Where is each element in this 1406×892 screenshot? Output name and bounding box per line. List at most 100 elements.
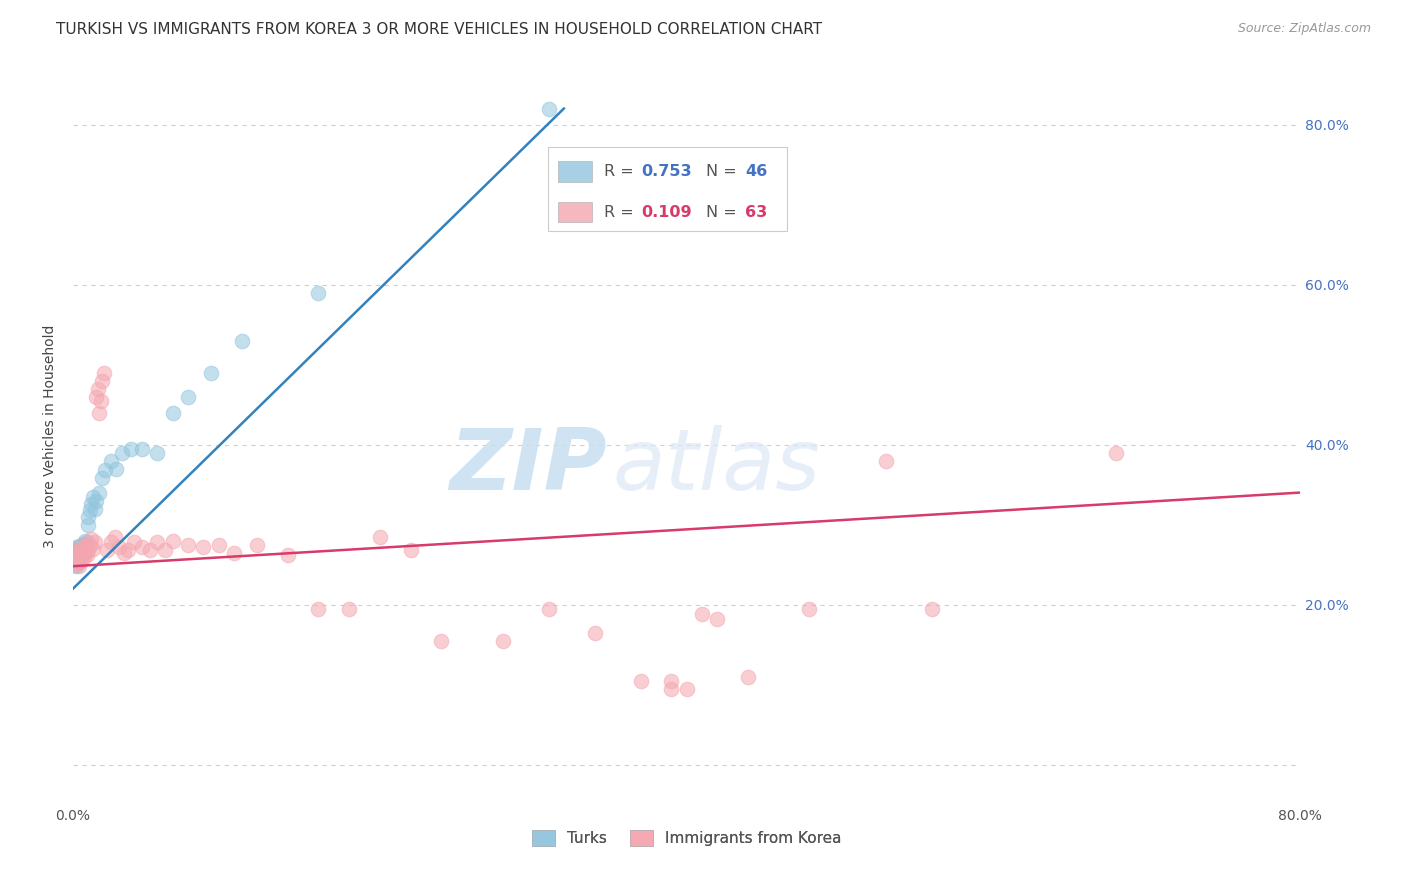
Point: [177, 538, 200, 552]
Point: [69, 551, 91, 566]
Point: [77, 517, 100, 532]
Point: [63, 548, 86, 562]
Point: [799, 601, 821, 615]
Point: [67, 559, 90, 574]
Point: [131, 540, 153, 554]
Y-axis label: 3 or more Vehicles in Household: 3 or more Vehicles in Household: [44, 325, 58, 549]
Point: [67, 546, 90, 560]
Point: [66, 549, 89, 564]
FancyBboxPatch shape: [558, 161, 592, 182]
Point: [80, 497, 103, 511]
Point: [89, 406, 111, 420]
Point: [146, 535, 169, 549]
Point: [63, 541, 86, 556]
Point: [112, 545, 135, 559]
Point: [162, 533, 184, 548]
Point: [69, 543, 91, 558]
Point: [63, 551, 86, 566]
Point: [66, 556, 89, 570]
Point: [79, 538, 101, 552]
FancyBboxPatch shape: [558, 202, 592, 222]
Point: [65, 551, 87, 566]
Point: [82, 491, 104, 505]
Point: [67, 553, 90, 567]
Point: [80, 532, 103, 546]
Point: [73, 549, 96, 564]
Text: N =: N =: [706, 164, 742, 179]
Point: [399, 543, 422, 558]
Point: [63, 553, 86, 567]
Point: [76, 535, 98, 549]
Text: 0.753: 0.753: [641, 164, 692, 179]
Point: [153, 543, 176, 558]
Point: [131, 442, 153, 456]
Point: [491, 633, 513, 648]
Point: [90, 393, 112, 408]
Text: R =: R =: [605, 204, 640, 219]
Point: [100, 453, 122, 467]
Point: [66, 543, 89, 558]
Point: [91, 471, 114, 485]
Point: [921, 601, 943, 615]
Point: [105, 461, 128, 475]
Point: [120, 442, 142, 456]
Text: 63: 63: [745, 204, 768, 219]
Point: [93, 366, 115, 380]
Point: [65, 543, 87, 558]
Point: [67, 549, 90, 564]
Point: [83, 535, 105, 549]
Point: [89, 485, 111, 500]
Point: [308, 601, 330, 615]
Point: [86, 382, 108, 396]
Point: [84, 493, 107, 508]
Text: N =: N =: [706, 204, 742, 219]
Point: [208, 538, 231, 552]
Point: [82, 541, 104, 556]
Point: [72, 548, 94, 562]
Point: [75, 540, 97, 554]
Point: [66, 556, 89, 570]
Point: [706, 612, 728, 626]
Text: atlas: atlas: [613, 425, 821, 508]
Point: [77, 509, 100, 524]
Point: [72, 540, 94, 554]
Point: [583, 625, 606, 640]
Point: [69, 553, 91, 567]
Point: [246, 538, 269, 552]
Text: R =: R =: [605, 164, 640, 179]
Point: [94, 463, 117, 477]
Text: ZIP: ZIP: [449, 425, 607, 508]
Point: [117, 543, 139, 558]
Point: [75, 538, 97, 552]
Point: [368, 530, 391, 544]
Text: 0.109: 0.109: [641, 204, 692, 219]
Point: [537, 601, 560, 615]
Point: [75, 545, 97, 559]
Point: [69, 545, 91, 559]
Point: [73, 537, 96, 551]
Point: [875, 453, 897, 467]
Point: [659, 673, 682, 688]
Point: [75, 533, 97, 548]
Point: [146, 445, 169, 459]
Point: [124, 535, 146, 549]
Point: [630, 673, 652, 688]
Point: [65, 545, 87, 559]
Point: [65, 553, 87, 567]
Point: [675, 681, 697, 696]
Point: [337, 601, 360, 615]
Point: [1105, 445, 1128, 459]
Point: [63, 548, 86, 562]
Point: [79, 503, 101, 517]
Point: [737, 670, 759, 684]
Point: [72, 541, 94, 556]
Text: TURKISH VS IMMIGRANTS FROM KOREA 3 OR MORE VEHICLES IN HOUSEHOLD CORRELATION CHA: TURKISH VS IMMIGRANTS FROM KOREA 3 OR MO…: [56, 22, 823, 37]
Point: [100, 535, 122, 549]
Legend: Turks, Immigrants from Korea: Turks, Immigrants from Korea: [526, 824, 848, 852]
Point: [63, 558, 86, 572]
Point: [67, 540, 90, 554]
Point: [200, 366, 222, 380]
Point: [73, 543, 96, 558]
Point: [277, 548, 299, 562]
Point: [96, 543, 118, 558]
